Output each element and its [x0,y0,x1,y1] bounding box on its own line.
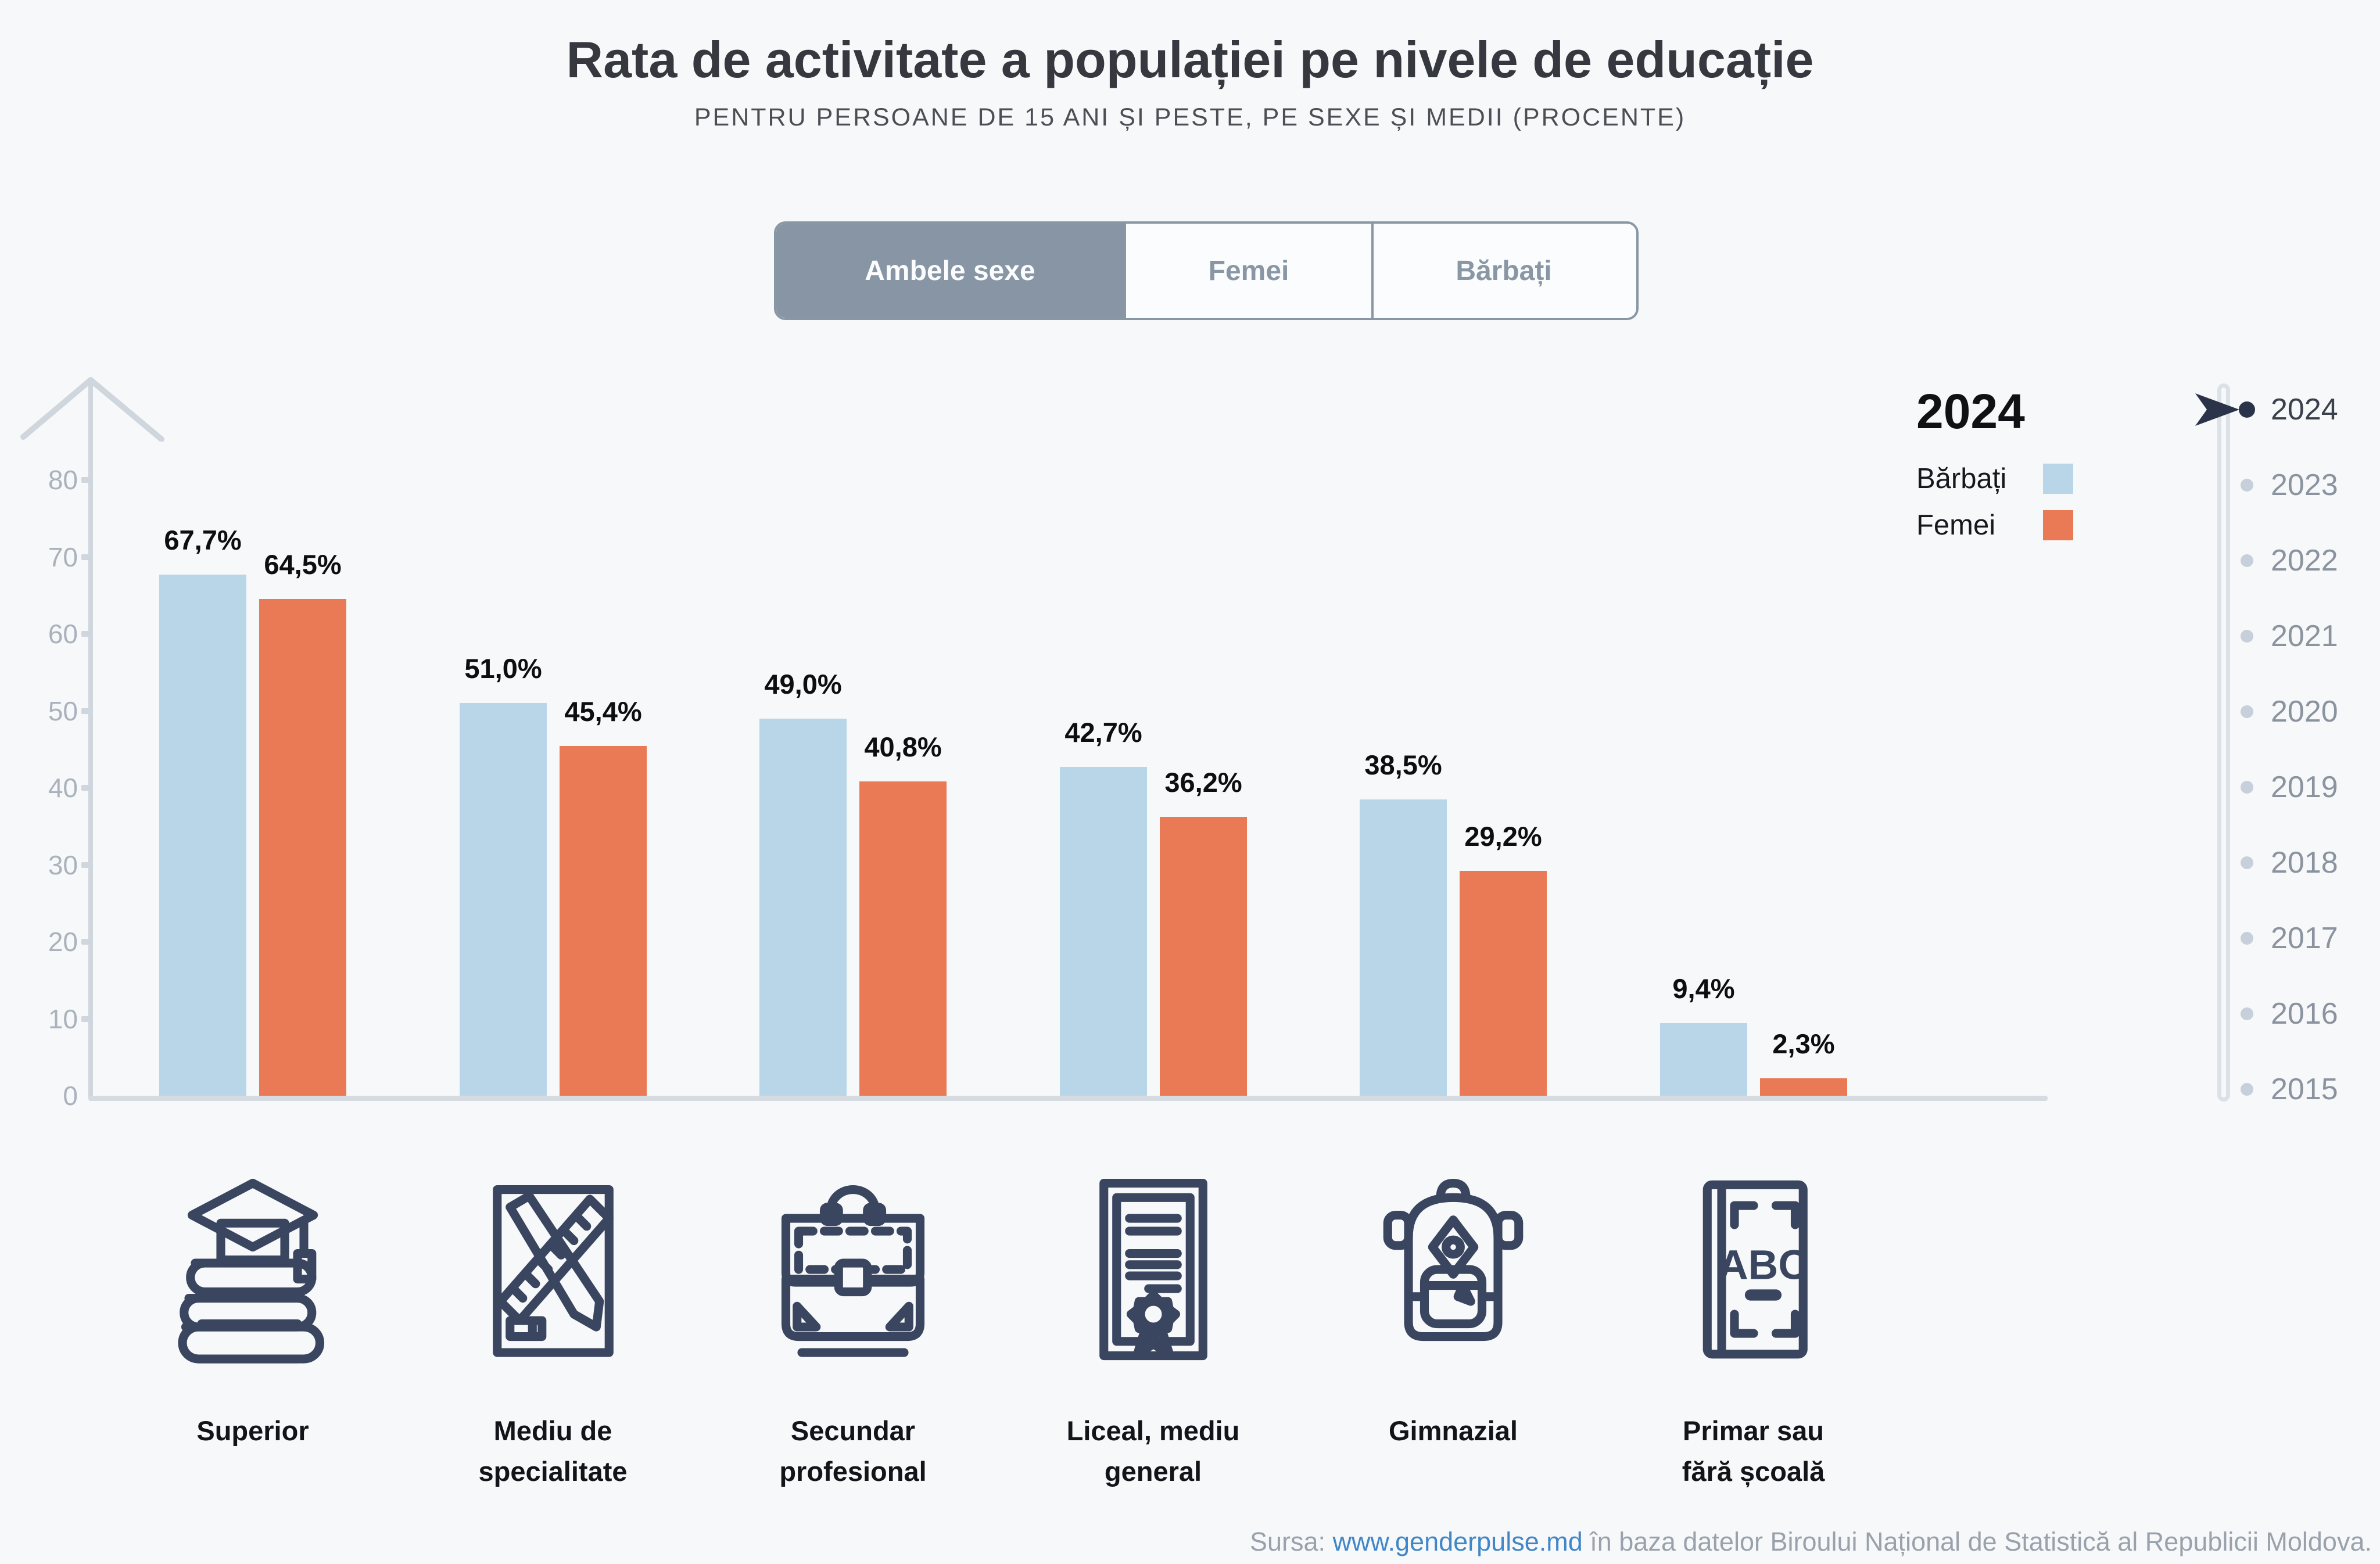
source-link[interactable]: www.genderpulse.md [1332,1527,1583,1556]
timeline-year-2022[interactable]: 2022 [2271,544,2338,577]
y-axis-tick [81,939,89,945]
category-label-1: Superior [196,1415,309,1446]
y-axis-label-60: 60 [48,619,78,649]
sex-filter-tabs: Ambele sexe Femei Bărbați [774,221,1639,320]
timeline-dot-2017[interactable] [2241,932,2253,945]
legend-label: Bărbați [1916,463,2007,494]
legend-swatch [2043,510,2073,540]
bar-femei-2 [560,746,647,1096]
pencil-ruler-icon [454,1153,652,1386]
y-axis-label-40: 40 [48,773,78,803]
bar-value-femei-6: 2,3% [1772,1028,1835,1059]
bar-bărbați-2 [460,703,547,1096]
bar-bărbați-1 [159,575,246,1096]
y-axis-label-80: 80 [48,465,78,495]
y-axis-tick [81,554,89,560]
bar-value-bărbați-5: 38,5% [1364,749,1442,780]
tab-femei[interactable]: Femei [1126,224,1374,318]
page-title: Rata de activitate a populației pe nivel… [566,31,1814,88]
bar-value-femei-1: 64,5% [264,549,342,580]
timeline-year-2023[interactable]: 2023 [2271,468,2338,502]
bar-femei-5 [1460,871,1547,1096]
briefcase-icon [754,1153,952,1386]
bar-value-bărbați-6: 9,4% [1672,973,1735,1004]
bar-value-bărbați-2: 51,0% [464,653,542,684]
timeline-year-2020[interactable]: 2020 [2271,695,2338,729]
timeline-dot-2015[interactable] [2241,1083,2253,1096]
legend-item-femei: Femei [1916,509,2073,541]
bar-bărbați-3 [759,719,847,1096]
x-axis-line [88,1096,2048,1101]
timeline-year-2024[interactable]: 2024 [2271,393,2338,426]
bar-bărbați-4 [1060,767,1147,1096]
timeline-year-2016[interactable]: 2016 [2271,997,2338,1031]
category-label-5: Gimnazial [1388,1415,1518,1446]
bar-value-bărbați-3: 49,0% [764,669,842,700]
y-axis-label-30: 30 [48,849,78,880]
y-axis-tick [81,631,89,637]
timeline-dot-2016[interactable] [2241,1007,2253,1020]
timeline-year-2021[interactable]: 2021 [2271,619,2338,653]
timeline-dot-2024[interactable] [2239,401,2255,418]
bar-value-femei-5: 29,2% [1464,821,1542,852]
legend-item-bărbați: Bărbați [1916,462,2073,495]
y-axis-tick [81,477,89,483]
y-axis-label-0: 0 [63,1081,78,1111]
backpack-icon [1354,1153,1552,1386]
bar-value-bărbați-1: 67,7% [164,525,242,555]
y-axis-label-70: 70 [48,541,78,572]
y-axis-tick [81,785,89,791]
legend-year: 2024 [1916,384,2025,439]
timeline-track[interactable] [2217,383,2230,1102]
timeline-year-2019[interactable]: 2019 [2271,770,2338,804]
legend-label: Femei [1916,510,1996,541]
bar-femei-4 [1160,817,1247,1096]
books-graduation-cap-icon [154,1153,352,1386]
category-label-6: Primar sau fără școală [1682,1415,1825,1487]
y-axis-tick [81,708,89,714]
y-axis-label-10: 10 [48,1003,78,1034]
tab-bărbați[interactable]: Bărbați [1456,255,1552,286]
bar-bărbați-5 [1360,799,1447,1096]
bar-value-femei-4: 36,2% [1164,767,1242,798]
timeline-arrow-icon [2195,393,2239,426]
y-axis-label-50: 50 [48,695,78,726]
bar-bărbați-6 [1660,1023,1747,1096]
timeline-dot-2021[interactable] [2241,630,2253,643]
timeline-dot-2022[interactable] [2241,554,2253,567]
timeline-dot-2019[interactable] [2241,781,2253,794]
bar-value-femei-3: 40,8% [864,731,942,762]
category-label-2: Mediu de specialitate [478,1415,628,1487]
y-axis-tick [81,862,89,868]
page-subtitle: PENTRU PERSOANE DE 15 ANI ȘI PESTE, PE S… [694,103,1686,131]
timeline-year-2017[interactable]: 2017 [2271,921,2338,955]
y-axis-line [88,379,93,1099]
category-label-4: Liceal, mediu general [1066,1415,1240,1487]
source-suffix: în baza datelor Biroului Național de Sta… [1582,1527,2372,1556]
diploma-icon [1055,1153,1252,1386]
svg-text:ABC: ABC [1718,1242,1808,1289]
source-prefix: Sursa: [1249,1527,1333,1556]
abc-book-icon: ABC [1655,1153,1852,1386]
tab-ambele-sexe[interactable]: Ambele sexe [776,224,1126,318]
timeline-dot-2018[interactable] [2241,856,2253,869]
y-axis-label-20: 20 [48,927,78,957]
bar-value-femei-2: 45,4% [564,696,642,727]
timeline-dot-2023[interactable] [2241,479,2253,492]
source-note: Sursa: www.genderpulse.md în baza datelo… [1250,1527,2372,1557]
bar-femei-1 [259,599,346,1096]
bar-femei-6 [1760,1078,1847,1096]
bar-femei-3 [859,781,947,1096]
timeline-year-2018[interactable]: 2018 [2271,846,2338,880]
bar-value-bărbați-4: 42,7% [1064,717,1142,748]
y-axis-tick [81,1016,89,1022]
category-label-3: Secundar profesional [779,1415,927,1487]
timeline-dot-2020[interactable] [2241,705,2253,718]
timeline-year-2015[interactable]: 2015 [2271,1072,2338,1106]
legend-swatch [2043,464,2073,494]
